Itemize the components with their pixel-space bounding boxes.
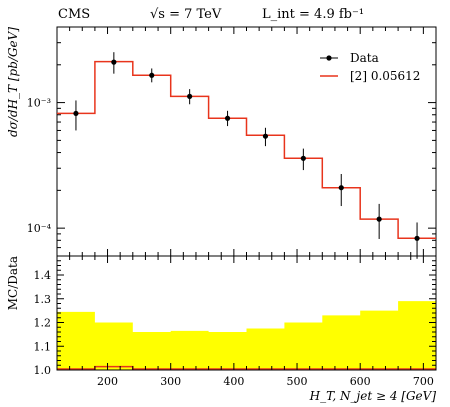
- main-y-tick-label: 10⁻³: [27, 97, 51, 110]
- ratio-y-tick-label: 1.2: [34, 317, 52, 330]
- x-tick-label: 400: [223, 375, 244, 388]
- x-tick-label: 300: [160, 375, 181, 388]
- data-point: [300, 155, 306, 161]
- data-point: [73, 110, 79, 117]
- uncertainty-band: [57, 301, 436, 370]
- data-point: [149, 72, 155, 78]
- ratio-y-tick-label: 1.1: [34, 340, 52, 353]
- ratio-y-tick-label: 1.3: [34, 293, 52, 306]
- x-tick-label: 200: [97, 375, 118, 388]
- legend-data-marker: [326, 55, 332, 61]
- legend-label-mc: [2] 0.05612: [350, 69, 420, 83]
- data-point: [262, 133, 269, 139]
- x-tick-label: 700: [413, 375, 434, 388]
- ratio-y-tick-label: 1.4: [34, 269, 52, 282]
- mc-prediction-line: [57, 60, 436, 240]
- energy-label: √s = 7 TeV: [150, 7, 222, 22]
- main-y-axis-label: dσ/dH_T [pb/GeV]: [6, 27, 20, 137]
- data-point: [338, 185, 344, 191]
- data-point: [111, 59, 117, 65]
- ratio-y-tick-label: 1.0: [34, 364, 52, 377]
- main-plot: 10⁻³ 10⁻⁴ dσ/dH_T [pb/GeV] Data [2] 0.05612: [6, 26, 437, 259]
- ratio-plot: 1.0 1.1 1.2 1.3 1.4 200 300 400 500 600 700 MC/Data…: [6, 255, 437, 403]
- x-axis-label: H_T, N_jet ≥ 4 [GeV]: [309, 389, 437, 403]
- data-point: [414, 235, 420, 241]
- luminosity-label: L_int = 4.9 fb⁻¹: [262, 7, 365, 22]
- data-point: [187, 93, 193, 100]
- legend-label-data: Data: [350, 51, 379, 65]
- x-tick-label: 600: [350, 375, 371, 388]
- experiment-label: CMS: [58, 7, 91, 22]
- ratio-y-axis-label: MC/Data: [6, 256, 20, 310]
- data-point: [376, 216, 382, 222]
- data-point: [224, 115, 231, 121]
- x-tick-label: 500: [287, 375, 308, 388]
- main-y-tick-label: 10⁻⁴: [27, 222, 52, 235]
